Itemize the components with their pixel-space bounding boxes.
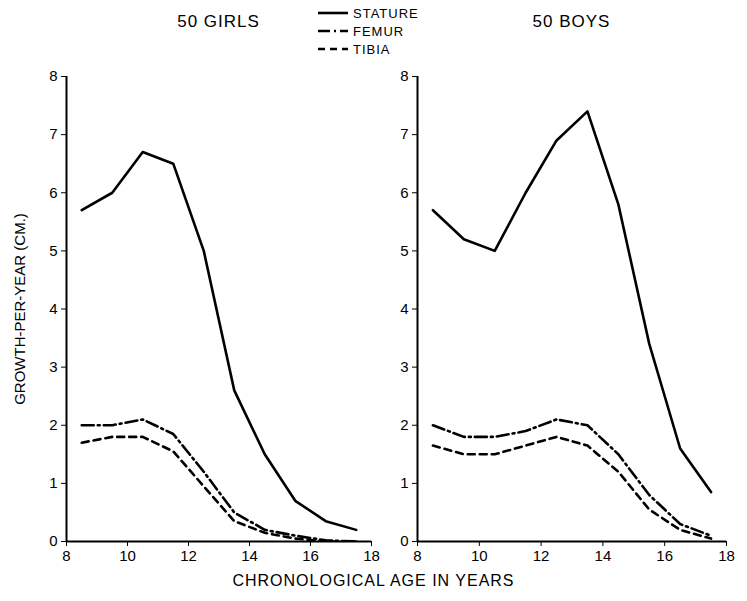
svg-text:16: 16	[656, 547, 673, 564]
svg-text:5: 5	[400, 242, 408, 259]
svg-text:6: 6	[49, 184, 57, 201]
svg-text:18: 18	[718, 547, 735, 564]
svg-text:1: 1	[49, 474, 57, 491]
svg-text:3: 3	[49, 358, 57, 375]
html-text:50 BOYS: 50 BOYS	[532, 12, 611, 31]
svg-text:8: 8	[400, 67, 408, 84]
html-text:FEMUR: FEMUR	[353, 23, 405, 39]
svg-text:12: 12	[180, 547, 197, 564]
svg-text:14: 14	[595, 547, 612, 564]
svg-text:14: 14	[241, 547, 258, 564]
svg-text:2: 2	[400, 416, 408, 433]
svg-text:10: 10	[119, 547, 136, 564]
svg-text:0: 0	[49, 532, 57, 549]
svg-text:18: 18	[363, 547, 380, 564]
svg-text:1: 1	[400, 474, 408, 491]
svg-text:6: 6	[400, 184, 408, 201]
svg-text:8: 8	[49, 67, 57, 84]
svg-text:5: 5	[49, 242, 57, 259]
svg-text:4: 4	[49, 300, 57, 317]
html-text:CHRONOLOGICAL AGE IN YEARS: CHRONOLOGICAL AGE IN YEARS	[232, 572, 515, 589]
svg-text:0: 0	[400, 532, 408, 549]
svg-text:16: 16	[302, 547, 319, 564]
html-text:STATURE: STATURE	[353, 5, 419, 21]
svg-text:2: 2	[49, 416, 57, 433]
svg-text:4: 4	[400, 300, 408, 317]
svg-text:7: 7	[49, 125, 57, 142]
svg-text:3: 3	[400, 358, 408, 375]
svg-text:8: 8	[413, 547, 421, 564]
svg-text:GROWTH-PER-YEAR (CM.): GROWTH-PER-YEAR (CM.)	[11, 213, 28, 405]
html-text:50 GIRLS: 50 GIRLS	[177, 12, 260, 31]
svg-text:8: 8	[62, 547, 70, 564]
html-text:TIBIA: TIBIA	[353, 41, 391, 57]
svg-text:7: 7	[400, 125, 408, 142]
svg-text:10: 10	[471, 547, 488, 564]
svg-text:12: 12	[533, 547, 550, 564]
